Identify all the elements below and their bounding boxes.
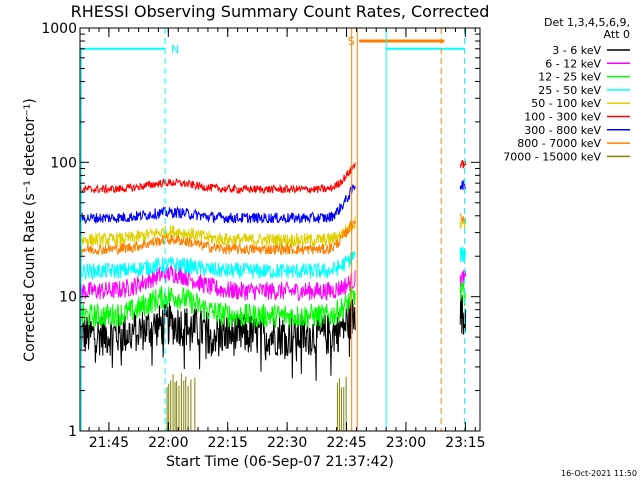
legend-label: 800 - 7000 keV — [517, 137, 601, 150]
plot-frame — [79, 27, 481, 432]
chart-title: RHESSI Observing Summary Count Rates, Co… — [71, 2, 490, 21]
legend-label: 6 - 12 keV — [545, 57, 601, 70]
legend-label: 50 - 100 keV — [531, 97, 601, 110]
series-line — [80, 179, 467, 225]
x-axis-label: Start Time (06-Sep-07 21:37:42) — [166, 454, 394, 470]
legend-label: 300 - 800 keV — [524, 124, 601, 137]
y-tick-label: 100 — [50, 155, 77, 171]
x-tick-label: 21:45 — [89, 435, 129, 451]
legend-title: Det 1,3,4,5,6,9, — [544, 16, 630, 29]
legend-label: 3 - 6 keV — [552, 44, 601, 57]
legend-label: 12 - 25 keV — [538, 71, 601, 84]
flag-label: S — [348, 35, 355, 48]
legend-label: 100 - 300 keV — [524, 111, 601, 124]
y-tick-label: 1 — [68, 424, 77, 440]
y-axis-label: Corrected Count Rate (s⁻¹ detector⁻¹) — [22, 98, 38, 361]
x-tick-label: 23:00 — [386, 435, 426, 451]
legend-title: Att 0 — [604, 28, 630, 41]
x-tick-label: 23:15 — [445, 435, 485, 451]
y-tick-label: 1000 — [41, 21, 77, 37]
series-line — [80, 373, 449, 431]
y-tick-label: 10 — [59, 290, 77, 306]
timestamp: 16-Oct-2021 11:50 — [561, 469, 637, 478]
legend-label: 25 - 50 keV — [538, 84, 601, 97]
flag-label: N — [171, 43, 179, 56]
x-tick-label: 22:15 — [208, 435, 248, 451]
x-tick-label: 22:00 — [148, 435, 188, 451]
legend-label: 7000 - 15000 keV — [503, 150, 601, 163]
x-tick-label: 22:30 — [267, 435, 307, 451]
x-tick-label: 22:45 — [326, 435, 366, 451]
series-line — [80, 295, 467, 381]
